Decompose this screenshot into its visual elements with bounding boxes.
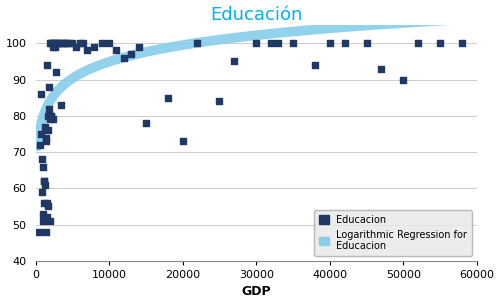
Logarithmic Regression for Educacion (294, 29, 300, 33)
Educacion (43, 63, 51, 67)
Educacion (311, 63, 319, 67)
Educacion (45, 106, 53, 111)
Educacion (40, 211, 48, 216)
Educacion (49, 44, 57, 49)
Educacion (60, 41, 68, 46)
Educacion (38, 157, 46, 162)
Educacion (340, 41, 348, 46)
Educacion (36, 92, 44, 96)
Educacion (36, 142, 44, 147)
Educacion (134, 44, 142, 49)
Educacion (61, 41, 69, 46)
Educacion (362, 41, 370, 46)
Educacion (39, 219, 47, 223)
Educacion (38, 189, 46, 194)
Educacion (458, 41, 466, 46)
Educacion (105, 41, 113, 46)
Line: Logarithmic Regression for Educacion: Logarithmic Regression for Educacion (38, 19, 477, 146)
Educacion (46, 117, 54, 122)
Educacion (45, 84, 53, 89)
Educacion (54, 41, 62, 46)
Educacion (36, 230, 44, 234)
Educacion (90, 44, 98, 49)
Logarithmic Regression for Educacion (474, 17, 480, 20)
Educacion (289, 41, 297, 46)
Educacion (72, 44, 80, 49)
Logarithmic Regression for Educacion (328, 26, 334, 30)
Educacion (53, 41, 61, 46)
Educacion (55, 41, 63, 46)
Educacion (230, 59, 238, 64)
Educacion (98, 41, 106, 46)
Educacion (42, 230, 50, 234)
Legend: Educacion, Logarithmic Regression for
Educacion: Educacion, Logarithmic Regression for Ed… (314, 210, 472, 256)
Educacion (44, 200, 52, 205)
Educacion (378, 66, 386, 71)
Educacion (112, 48, 120, 53)
Educacion (38, 132, 46, 136)
Educacion (40, 179, 48, 184)
Educacion (50, 41, 58, 46)
Educacion (178, 139, 186, 143)
Educacion (326, 41, 334, 46)
Logarithmic Regression for Educacion (148, 49, 154, 53)
Educacion (40, 200, 48, 205)
Educacion (142, 121, 150, 126)
Logarithmic Regression for Educacion (112, 58, 118, 61)
Educacion (216, 99, 224, 104)
Logarithmic Regression for Educacion (35, 144, 41, 148)
Educacion (48, 113, 56, 118)
Educacion (40, 179, 48, 184)
Educacion (127, 52, 135, 57)
Educacion (41, 182, 49, 187)
Educacion (52, 44, 60, 49)
Educacion (83, 48, 91, 53)
Educacion (46, 113, 54, 118)
Educacion (414, 41, 422, 46)
Educacion (76, 41, 84, 46)
Educacion (164, 95, 172, 100)
Educacion (42, 135, 50, 140)
Educacion (52, 70, 60, 75)
Title: Educación: Educación (210, 5, 302, 23)
Educacion (46, 219, 54, 223)
Educacion (80, 41, 88, 46)
Educacion (194, 41, 202, 46)
Educacion (44, 204, 52, 209)
Educacion (436, 41, 444, 46)
Educacion (50, 41, 58, 46)
Educacion (42, 215, 50, 220)
Educacion (58, 41, 66, 46)
Educacion (56, 102, 64, 107)
Educacion (48, 117, 56, 122)
Educacion (38, 164, 46, 169)
Educacion (48, 41, 56, 46)
Educacion (400, 77, 407, 82)
Educacion (44, 113, 52, 118)
Educacion (44, 128, 52, 133)
Educacion (62, 41, 70, 46)
X-axis label: GDP: GDP (242, 285, 271, 299)
Logarithmic Regression for Educacion (234, 36, 239, 39)
Educacion (274, 41, 282, 46)
Educacion (46, 41, 54, 46)
Educacion (252, 41, 260, 46)
Educacion (120, 55, 128, 60)
Logarithmic Regression for Educacion (366, 23, 372, 27)
Educacion (64, 41, 72, 46)
Educacion (68, 41, 76, 46)
Educacion (42, 139, 50, 143)
Educacion (267, 41, 275, 46)
Educacion (47, 41, 55, 46)
Educacion (41, 124, 49, 129)
